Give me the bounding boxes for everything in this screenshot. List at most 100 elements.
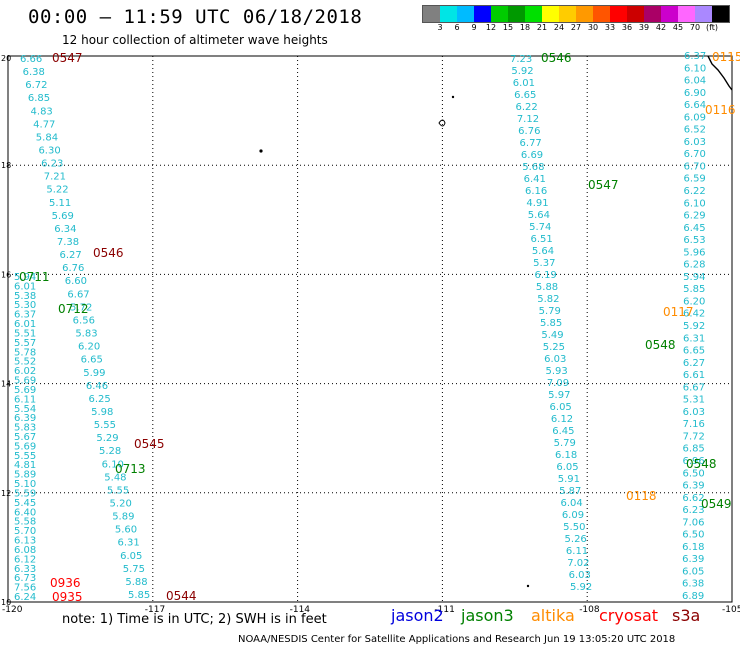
- wave-height-label: 5.79: [539, 306, 561, 317]
- wave-height-label: 6.02: [14, 366, 36, 377]
- wave-height-label: 7.38: [57, 237, 79, 248]
- wave-height-label: 6.39: [14, 413, 36, 424]
- track-pass-label: 0548: [686, 457, 717, 471]
- wave-height-label: 6.03: [684, 137, 706, 148]
- colorbar-swatch: [542, 6, 559, 22]
- wave-height-label: 6.18: [555, 450, 577, 461]
- wave-height-label: 6.61: [683, 370, 705, 381]
- wave-height-label: 6.51: [530, 234, 552, 245]
- track-pass-label: 0712: [58, 302, 89, 316]
- wave-height-label: 6.45: [552, 426, 574, 437]
- wave-height-label: 6.03: [569, 570, 591, 581]
- wave-height-label: 6.18: [682, 542, 704, 553]
- wave-height-label: 6.65: [514, 90, 536, 101]
- wave-height-label: 6.11: [566, 546, 588, 557]
- wave-height-label: 5.31: [683, 395, 705, 406]
- wave-height-label: 5.92: [570, 582, 592, 593]
- colorbar-swatch: [678, 6, 695, 22]
- lat-tick-label: 12: [1, 489, 11, 498]
- wave-height-label: 6.04: [684, 76, 706, 87]
- colorbar-tick-label: 36: [621, 23, 633, 32]
- wave-height-label: 7.12: [517, 114, 539, 125]
- wave-height-label: 5.64: [532, 246, 554, 257]
- wave-height-label: 6.04: [560, 498, 582, 509]
- wave-height-label: 6.10: [683, 198, 705, 209]
- colorbar-tick-label: 42: [655, 23, 667, 32]
- colorbar-swatch: [440, 6, 457, 22]
- wave-height-label: 5.58: [14, 517, 36, 528]
- wave-height-label: 5.20: [110, 498, 132, 509]
- wave-height-label: 5.89: [14, 470, 36, 481]
- wave-height-label: 5.97: [548, 390, 570, 401]
- wave-height-label: 6.25: [88, 394, 110, 405]
- wave-height-label: 6.38: [682, 579, 704, 590]
- wave-height-label: 5.94: [14, 272, 36, 283]
- wave-height-label: 6.19: [535, 270, 557, 281]
- wave-height-label: 5.52: [14, 357, 36, 368]
- colorbar-swatch: [627, 6, 644, 22]
- colorbar-tick-label: 39: [638, 23, 650, 32]
- lat-tick-label: 10: [1, 598, 11, 607]
- note-text: note: 1) Time is in UTC; 2) SWH is in fe…: [62, 612, 327, 627]
- wave-height-label: 6.76: [518, 126, 540, 137]
- wave-height-label: 6.03: [544, 354, 566, 365]
- colorbar-swatch: [559, 6, 576, 22]
- colorbar-swatch: [661, 6, 678, 22]
- wave-height-label: 5.87: [559, 486, 581, 497]
- wave-height-label: 7.72: [683, 431, 705, 442]
- wave-height-label: 5.69: [52, 211, 74, 222]
- wave-height-label: 6.69: [521, 150, 543, 161]
- wave-height-label: 5.30: [14, 300, 36, 311]
- wave-height-label: 6.12: [551, 414, 573, 425]
- track-pass-label: 0115: [712, 50, 740, 64]
- colorbar-swatch: [474, 6, 491, 22]
- track-pass-label: 0118: [626, 489, 657, 503]
- wave-height-label: 5.64: [528, 210, 550, 221]
- colorbar-tick-label: 3: [437, 23, 443, 32]
- wave-height-label: 5.94: [683, 272, 705, 283]
- wave-height-label: 5.92: [511, 66, 533, 77]
- wave-height-label: 6.23: [682, 505, 704, 516]
- wave-height-label: 6.85: [683, 444, 705, 455]
- wave-height-label: 5.99: [83, 368, 105, 379]
- wave-height-label: 6.37: [684, 51, 706, 62]
- wave-height-label: 6.31: [117, 538, 139, 549]
- wave-height-label: 5.96: [683, 247, 705, 258]
- track-pass-label: 0545: [134, 437, 165, 451]
- track-pass-label: 0546: [93, 246, 124, 260]
- wave-height-label: 6.27: [60, 250, 82, 261]
- track-pass-label: 0546: [541, 51, 572, 65]
- wave-height-label: 6.09: [562, 510, 584, 521]
- wave-height-label: 5.83: [14, 423, 36, 434]
- wave-height-label: 6.42: [683, 309, 705, 320]
- colorbar-swatch: [525, 6, 542, 22]
- island-dot: [451, 95, 455, 99]
- track-pass-label: 0936: [50, 576, 81, 590]
- lon-tick-label: -120: [2, 605, 23, 615]
- coastline: [707, 55, 733, 91]
- wave-height-label: 6.56: [73, 315, 95, 326]
- wave-height-label: 6.41: [524, 174, 546, 185]
- colorbar-swatch: [644, 6, 661, 22]
- wave-height-label: 5.85: [683, 284, 705, 295]
- track-pass-label: 0549: [701, 497, 732, 511]
- wave-height-label: 5.98: [91, 407, 113, 418]
- wave-height-label: 6.85: [28, 93, 50, 104]
- wave-height-label: 5.88: [536, 282, 558, 293]
- colorbar-tick-label: 33: [604, 23, 616, 32]
- map-title: 00:00 – 11:59 UTC 06/18/2018: [28, 6, 363, 28]
- legend-item-s3a: s3a: [672, 606, 701, 625]
- wave-height-label: 6.24: [14, 592, 36, 603]
- wave-height-label: 6.52: [684, 125, 706, 136]
- wave-height-label: 5.72: [70, 302, 92, 313]
- wave-height-label: 5.38: [14, 291, 36, 302]
- wave-height-label: 5.69: [14, 385, 36, 396]
- colorbar-tick-label: 6: [454, 23, 460, 32]
- wave-height-label: 5.55: [107, 485, 129, 496]
- wave-height-label: 6.05: [550, 402, 572, 413]
- island-dot: [259, 149, 263, 153]
- wave-height-label: 5.88: [125, 577, 147, 588]
- wave-height-label: 5.85: [128, 590, 150, 601]
- wave-height-label: 5.82: [537, 294, 559, 305]
